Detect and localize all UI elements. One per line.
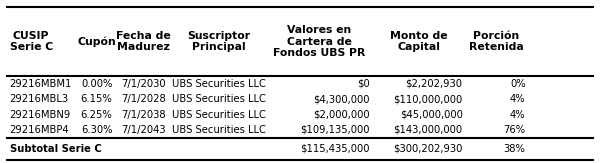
- Text: $109,135,000: $109,135,000: [300, 125, 370, 135]
- Text: UBS Securities LLC: UBS Securities LLC: [172, 110, 266, 119]
- Text: CUSIP
Serie C: CUSIP Serie C: [10, 31, 53, 52]
- Text: 6.25%: 6.25%: [81, 110, 112, 119]
- Text: Fecha de
Madurez: Fecha de Madurez: [116, 31, 171, 52]
- Text: 4%: 4%: [510, 110, 526, 119]
- Text: 29216MBM1: 29216MBM1: [10, 79, 72, 89]
- Text: 0%: 0%: [510, 79, 526, 89]
- Text: 29216MBL3: 29216MBL3: [10, 94, 69, 104]
- Text: 6.15%: 6.15%: [81, 94, 112, 104]
- Text: UBS Securities LLC: UBS Securities LLC: [172, 125, 266, 135]
- Text: Porción
Retenida: Porción Retenida: [469, 31, 524, 52]
- Text: 29216MBP4: 29216MBP4: [10, 125, 69, 135]
- Text: 7/1/2038: 7/1/2038: [121, 110, 166, 119]
- Text: $300,202,930: $300,202,930: [393, 144, 463, 154]
- Text: $0: $0: [357, 79, 370, 89]
- Text: 7/1/2043: 7/1/2043: [121, 125, 166, 135]
- Text: 38%: 38%: [504, 144, 526, 154]
- Text: UBS Securities LLC: UBS Securities LLC: [172, 94, 266, 104]
- Text: 76%: 76%: [503, 125, 526, 135]
- Text: Valores en
Cartera de
Fondos UBS PR: Valores en Cartera de Fondos UBS PR: [274, 25, 365, 58]
- Text: 4%: 4%: [510, 94, 526, 104]
- Text: $2,000,000: $2,000,000: [313, 110, 370, 119]
- Text: $110,000,000: $110,000,000: [394, 94, 463, 104]
- Text: Suscriptor
Principal: Suscriptor Principal: [187, 31, 250, 52]
- Text: $45,000,000: $45,000,000: [400, 110, 463, 119]
- Text: Monto de
Capital: Monto de Capital: [389, 31, 448, 52]
- Text: Cupón: Cupón: [77, 36, 116, 47]
- Text: $115,435,000: $115,435,000: [300, 144, 370, 154]
- Text: 6.30%: 6.30%: [81, 125, 112, 135]
- Text: 7/1/2030: 7/1/2030: [121, 79, 166, 89]
- Text: $4,300,000: $4,300,000: [313, 94, 370, 104]
- Text: Subtotal Serie C: Subtotal Serie C: [10, 144, 101, 154]
- Text: 0.00%: 0.00%: [81, 79, 112, 89]
- Text: 7/1/2028: 7/1/2028: [121, 94, 166, 104]
- Text: $143,000,000: $143,000,000: [394, 125, 463, 135]
- Text: 29216MBN9: 29216MBN9: [10, 110, 71, 119]
- Text: UBS Securities LLC: UBS Securities LLC: [172, 79, 266, 89]
- Text: $2,202,930: $2,202,930: [406, 79, 463, 89]
